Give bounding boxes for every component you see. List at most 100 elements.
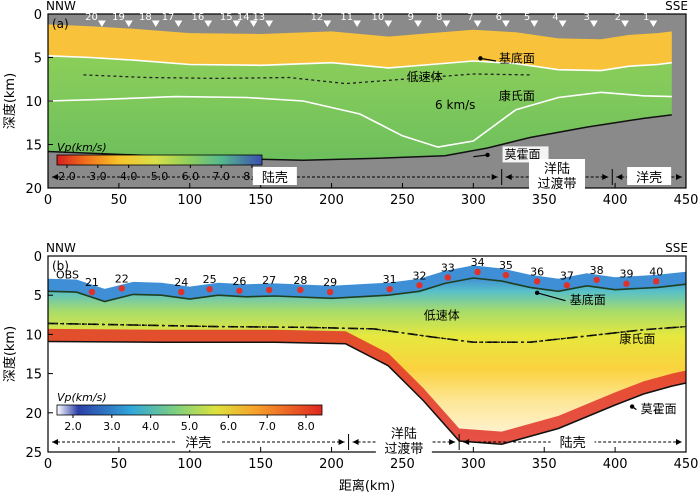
crust-segment-backdrop	[375, 424, 432, 456]
obs-station-marker	[323, 20, 332, 27]
conrad-interface	[47, 91, 672, 148]
x-tick-label: 50	[111, 193, 128, 208]
velocity-model-body	[48, 278, 686, 445]
obs-station-label: 36	[530, 265, 544, 278]
obs-station-marker	[326, 288, 334, 296]
obs-station-marker	[174, 20, 183, 27]
y-tick-label: 20	[25, 182, 42, 197]
label-arrow-head	[478, 56, 483, 61]
colorbar-tick-label: 8.0	[297, 420, 315, 433]
obs-station-label: 39	[619, 268, 633, 281]
obs-station-label: 37	[560, 269, 574, 282]
crust-segment-label-line1: 洋陆	[391, 426, 417, 442]
y-tick-label: 25	[25, 446, 42, 461]
obs-station-label: 35	[499, 259, 513, 272]
obs-station-label: 5	[524, 12, 530, 23]
x-tick-label: 450	[674, 193, 699, 208]
obs-station-label: 21	[85, 276, 99, 289]
obs-station-marker	[474, 268, 481, 276]
obs-station-label: 1	[643, 12, 649, 23]
crust-segment-arrow-right	[449, 439, 456, 445]
plot-frame	[47, 255, 687, 453]
x-tick-label: 350	[532, 193, 557, 208]
obs-station-marker	[204, 20, 213, 27]
obs-station-label: 15	[220, 12, 233, 23]
crust-segment-label-line2: 过渡带	[537, 176, 576, 192]
crust-segment-arrow-right	[676, 439, 682, 445]
obs-station-label: 2	[615, 12, 621, 23]
colorbar-tick-label: 5.0	[181, 420, 199, 433]
obs-station-marker	[649, 20, 658, 27]
obs-station-marker	[206, 286, 213, 293]
obs-station-marker	[249, 20, 258, 27]
obs-station-label: 20	[85, 12, 98, 23]
obs-station-marker	[414, 20, 422, 27]
label-arrow	[480, 57, 497, 62]
obs-station-label: 27	[262, 274, 276, 287]
crust-segment-label: 洋陆过渡带	[384, 426, 423, 457]
obs-station-label: 25	[203, 273, 217, 286]
crust-segment-arrow-left	[463, 439, 470, 445]
colorbar-tick-label: 2.0	[64, 420, 82, 433]
obs-station-label: 29	[323, 276, 337, 289]
crust-segment-arrow-left	[352, 439, 359, 445]
velocity-model-body	[48, 55, 672, 161]
x-tick-label: 300	[461, 457, 486, 472]
colorbar-tick-label: 6.0	[182, 170, 200, 183]
low-velocity-boundary	[47, 322, 687, 343]
obs-station-marker	[530, 20, 539, 27]
x-tick-label: 250	[390, 193, 415, 208]
x-tick-label: 0	[44, 457, 52, 472]
crust-segment-arrow-right	[491, 174, 498, 180]
x-tick-label: 200	[319, 193, 344, 208]
high-velocity-layer	[48, 328, 686, 445]
crust-segment-label: 洋陆过渡带	[537, 161, 576, 192]
y-tick-label: 10	[25, 328, 42, 343]
x-tick-label: 400	[603, 193, 628, 208]
obs-station-label: 16	[191, 12, 204, 23]
crust-segment-label-line2: 过渡带	[384, 441, 423, 457]
obs-station-label: 24	[174, 276, 188, 289]
x-tick-label: 250	[390, 457, 415, 472]
obs-station-marker	[353, 20, 361, 27]
obs-station-label: 40	[649, 265, 663, 278]
crust-segment-arrow-right	[602, 174, 609, 180]
moho-label: 莫霍面	[505, 147, 541, 161]
panel-label: (a)	[52, 17, 69, 31]
obs-station-marker	[558, 20, 567, 27]
crust-segment-label: 洋壳	[636, 171, 662, 186]
obs-station-marker	[118, 285, 125, 292]
crust-segment-arrow-right	[676, 174, 682, 180]
obs-station-marker	[265, 286, 273, 294]
basement-interface	[47, 277, 687, 303]
y-tick-label: 15	[25, 368, 42, 383]
right-direction: SSE	[665, 241, 688, 255]
obs-station-marker	[442, 20, 451, 27]
y-tick-label: 10	[25, 95, 42, 110]
crust-segment-label-line1: 洋陆	[544, 161, 570, 177]
label-arrow-head	[534, 290, 540, 296]
obs-station-marker	[653, 278, 660, 285]
label-arrow-head	[629, 404, 635, 409]
colorbar-title: Vp(km/s)	[57, 391, 107, 404]
obs-station-marker	[232, 20, 241, 27]
y-axis-label: 深度(km)	[2, 326, 18, 382]
x-tick-label: 50	[111, 457, 128, 472]
sediment-layer	[48, 24, 672, 71]
obs-station-marker	[384, 20, 393, 27]
left-direction: NNW	[46, 0, 76, 13]
obs-station-marker	[265, 20, 274, 27]
obs-station-label: 8	[436, 12, 442, 23]
conrad-label: 康氏面	[499, 88, 535, 103]
obs-station-marker	[178, 288, 185, 296]
obs-station-marker	[97, 20, 106, 27]
obs-station-label: 9	[408, 12, 414, 23]
obs-station-label: 12	[311, 12, 324, 23]
obs-station-label: 14	[237, 12, 250, 23]
obs-station-marker	[88, 288, 96, 296]
obs-station-label: 6	[496, 12, 502, 23]
obs-station-label: 19	[112, 12, 125, 23]
crust-segment-backdrop	[627, 167, 672, 185]
